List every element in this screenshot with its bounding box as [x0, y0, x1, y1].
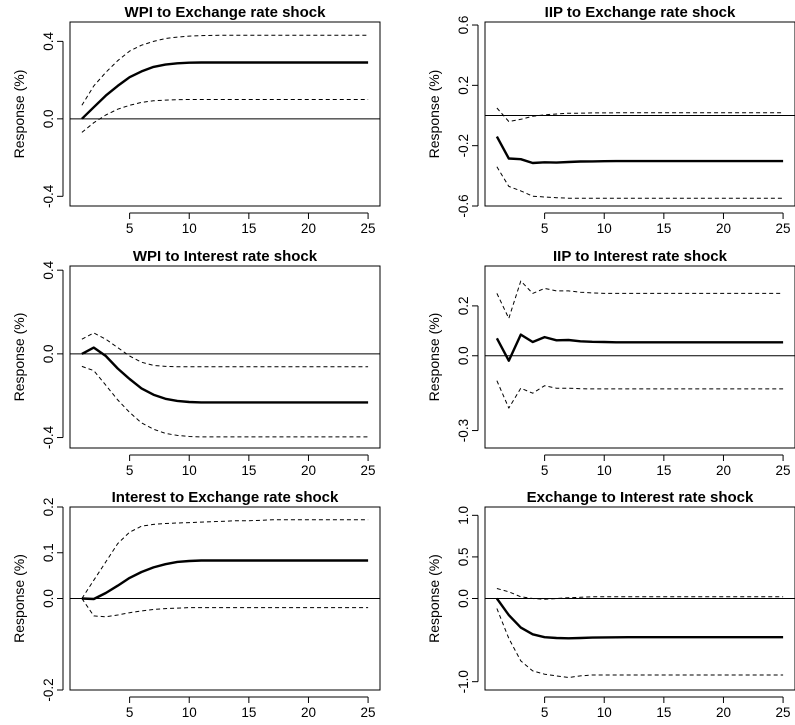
x-tick-label: 20 [716, 705, 731, 720]
response-line [495, 597, 784, 640]
x-tick-label: 10 [597, 221, 612, 236]
x-tick-label: 25 [776, 463, 791, 478]
x-tick-label: 5 [126, 463, 134, 478]
confidence-band-line [496, 380, 784, 409]
x-tick-label: 5 [126, 221, 134, 236]
panel-title: Interest to Exchange rate shock [112, 489, 339, 506]
x-tick-label: 15 [656, 705, 671, 720]
x-tick-label: 15 [241, 705, 256, 720]
y-tick-label: -0.3 [456, 419, 471, 442]
y-tick-label: -0.2 [456, 134, 471, 157]
x-tick-label: 25 [776, 221, 791, 236]
plot-frame [69, 21, 381, 207]
x-tick-label: 15 [241, 463, 256, 478]
y-axis-title: Response (%) [426, 313, 442, 402]
x-tick-label: 25 [776, 705, 791, 720]
irf-panel: 5 10 15 20 25 -0.2 0.0 0.1 0.2 Response (%) Intere… [11, 489, 381, 720]
y-tick-label: -0.4 [41, 425, 56, 449]
x-tick-label: 10 [182, 705, 197, 720]
confidence-band-line [496, 280, 784, 319]
panel-title: IIP to Exchange rate shock [545, 4, 736, 21]
x-tick-label: 5 [541, 221, 549, 236]
x-tick-label: 10 [182, 221, 197, 236]
y-tick-label: -0.4 [41, 184, 56, 208]
confidence-band-line [496, 166, 784, 199]
x-tick-label: 15 [656, 221, 671, 236]
y-tick-label: 0.1 [41, 543, 56, 562]
y-tick-label: 1.0 [456, 506, 471, 525]
y-axis-title: Response (%) [11, 70, 27, 159]
y-tick-label: 0.6 [456, 16, 471, 35]
x-tick-label: 20 [301, 221, 316, 236]
y-tick-label: 0.0 [456, 589, 471, 608]
x-tick-label: 20 [716, 463, 731, 478]
x-tick-label: 20 [301, 463, 316, 478]
y-tick-label: -1.0 [456, 670, 471, 693]
x-tick-label: 10 [597, 463, 612, 478]
confidence-band-line [81, 365, 369, 438]
irf-panel: 5 10 15 20 25 -0.4 0.0 0.4 Response (%) WPI to In… [11, 248, 381, 478]
x-tick-label: 20 [716, 221, 731, 236]
y-tick-label: 0.2 [456, 296, 471, 315]
response-line [81, 346, 369, 404]
irf-panel: 5 10 15 20 25 -0.6 -0.2 0.2 0.6 Response (%) IIP t… [426, 4, 795, 236]
confidence-band-line [496, 588, 784, 600]
response-line [495, 333, 784, 362]
y-tick-label: 0.0 [41, 109, 56, 128]
x-tick-label: 5 [541, 705, 549, 720]
plot-frame [69, 265, 381, 449]
x-tick-label: 25 [361, 705, 376, 720]
y-axis-title: Response (%) [426, 70, 442, 159]
y-axis-title: Response (%) [426, 554, 442, 643]
response-line [495, 136, 784, 165]
y-tick-label: 0.5 [456, 548, 471, 567]
confidence-band-line [81, 34, 369, 106]
confidence-band-line [81, 99, 369, 133]
response-line [81, 61, 369, 120]
y-tick-label: -0.2 [41, 678, 56, 701]
confidence-band-line [81, 519, 369, 599]
y-tick-label: 0.0 [456, 346, 471, 365]
confidence-band-line [496, 107, 784, 122]
y-axis-title: Response (%) [11, 554, 27, 643]
confidence-band-line [81, 598, 369, 618]
plot-frame [484, 21, 795, 207]
y-tick-label: 0.2 [456, 76, 471, 95]
x-tick-label: 10 [597, 705, 612, 720]
panel-title: WPI to Exchange rate shock [125, 4, 327, 21]
y-tick-label: 0.0 [41, 589, 56, 608]
panel-title: IIP to Interest rate shock [553, 248, 728, 265]
x-tick-label: 5 [126, 705, 134, 720]
x-tick-label: 25 [361, 463, 376, 478]
y-axis-title: Response (%) [11, 313, 27, 402]
panel-title: WPI to Interest rate shock [133, 248, 318, 265]
panel-title: Exchange to Interest rate shock [527, 489, 754, 506]
y-tick-label: 0.2 [41, 498, 56, 517]
x-tick-label: 10 [182, 463, 197, 478]
confidence-band-line [81, 332, 369, 368]
irf-panel: 5 10 15 20 25 -0.3 0.0 0.2 Response (%) IIP to In… [426, 248, 795, 478]
response-line [81, 559, 369, 601]
y-tick-label: 0.4 [41, 260, 56, 279]
plot-frame [484, 265, 795, 449]
irf-panel: 5 10 15 20 25 -1.0 0.0 0.5 1.0 Response (%) Exchan… [426, 489, 795, 720]
x-tick-label: 5 [541, 463, 549, 478]
x-tick-label: 15 [241, 221, 256, 236]
x-tick-label: 20 [301, 705, 316, 720]
confidence-band-line [496, 608, 784, 678]
x-tick-label: 15 [656, 463, 671, 478]
irf-panel: 5 10 15 20 25 -0.4 0.0 0.4 Response (%) WPI to Ex… [11, 4, 381, 236]
x-tick-label: 25 [361, 221, 376, 236]
y-tick-label: 0.0 [41, 344, 56, 363]
y-tick-label: -0.6 [456, 194, 471, 217]
y-tick-label: 0.4 [41, 32, 56, 51]
